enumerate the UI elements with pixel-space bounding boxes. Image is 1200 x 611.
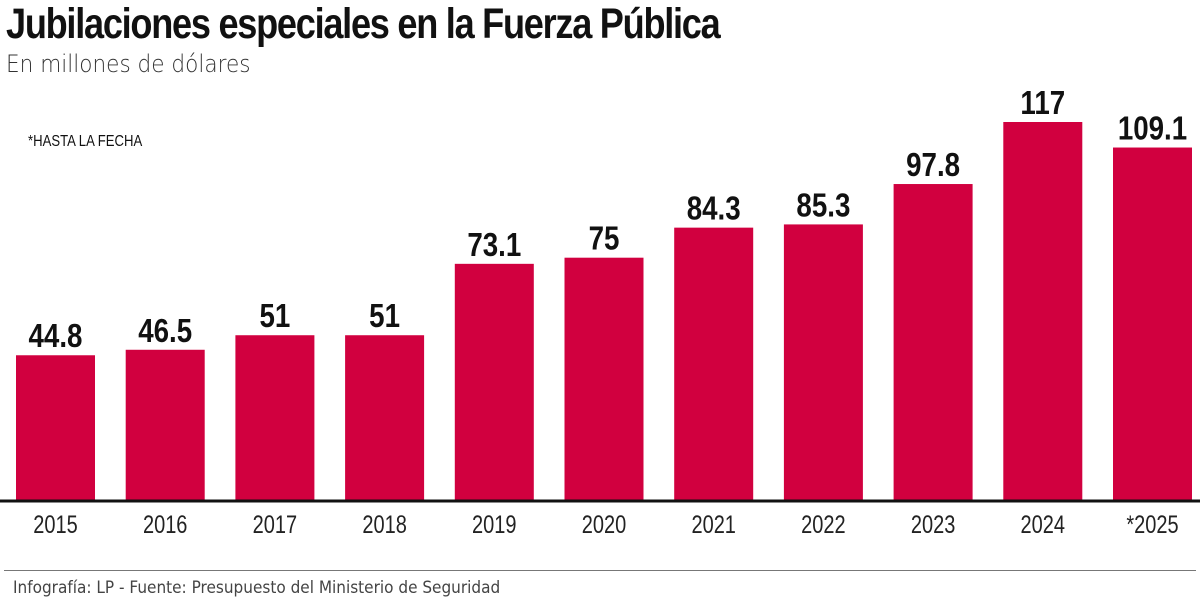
value-label: 84.3: [687, 190, 741, 227]
chart-note: *HASTA LA FECHA: [28, 133, 143, 150]
source-credit: Infografía: LP - Fuente: Presupuesto del…: [13, 578, 501, 598]
bar-2024: [1003, 122, 1083, 500]
value-label: 44.8: [29, 318, 83, 355]
value-label: 73.1: [467, 227, 521, 264]
value-label: 117: [1020, 85, 1065, 122]
value-label: 109.1: [1118, 110, 1187, 147]
bar-2022: [783, 224, 863, 500]
value-label: 97.8: [906, 147, 960, 184]
x-tick-label: 2017: [253, 511, 297, 539]
bar-2015: [16, 355, 95, 500]
value-labels-group: 44.8 46.5 51 51 73.1 75 84.3 85.3 97.8 117 109.1: [29, 85, 1188, 355]
bar-2021: [674, 227, 754, 500]
x-tick-label: 2020: [582, 511, 626, 539]
value-label: 51: [369, 298, 400, 335]
footer-divider: [4, 570, 1196, 571]
x-tick-label: 2018: [362, 511, 406, 539]
bars-group: [16, 122, 1192, 500]
x-tick-label: 2024: [1021, 511, 1065, 539]
x-tick-label: 2022: [801, 511, 845, 539]
chart-subtitle: En millones de dólares: [6, 50, 251, 78]
bar-2025: [1113, 147, 1192, 500]
bar-2016: [125, 349, 205, 500]
x-tick-label: 2015: [33, 511, 77, 539]
x-tick-label: *2025: [1126, 511, 1178, 539]
x-tick-label: 2016: [143, 511, 187, 539]
x-tick-label: 2019: [472, 511, 516, 539]
bar-2018: [345, 335, 425, 500]
x-tick-label: 2023: [911, 511, 955, 539]
value-label: 46.5: [138, 313, 192, 350]
value-label: 75: [589, 220, 620, 257]
bar-2023: [893, 184, 973, 500]
x-tick-label: 2021: [691, 511, 735, 539]
chart-title: Jubilaciones especiales en la Fuerza Púb…: [6, 0, 721, 48]
bar-2020: [564, 257, 644, 500]
bar-2017: [235, 335, 315, 500]
x-tick-labels-group: 2015 2016 2017 2018 2019 2020 2021 2022 2023 2024…: [33, 511, 1178, 539]
bar-2019: [454, 263, 534, 500]
value-label: 85.3: [796, 187, 850, 224]
value-label: 51: [259, 298, 290, 335]
